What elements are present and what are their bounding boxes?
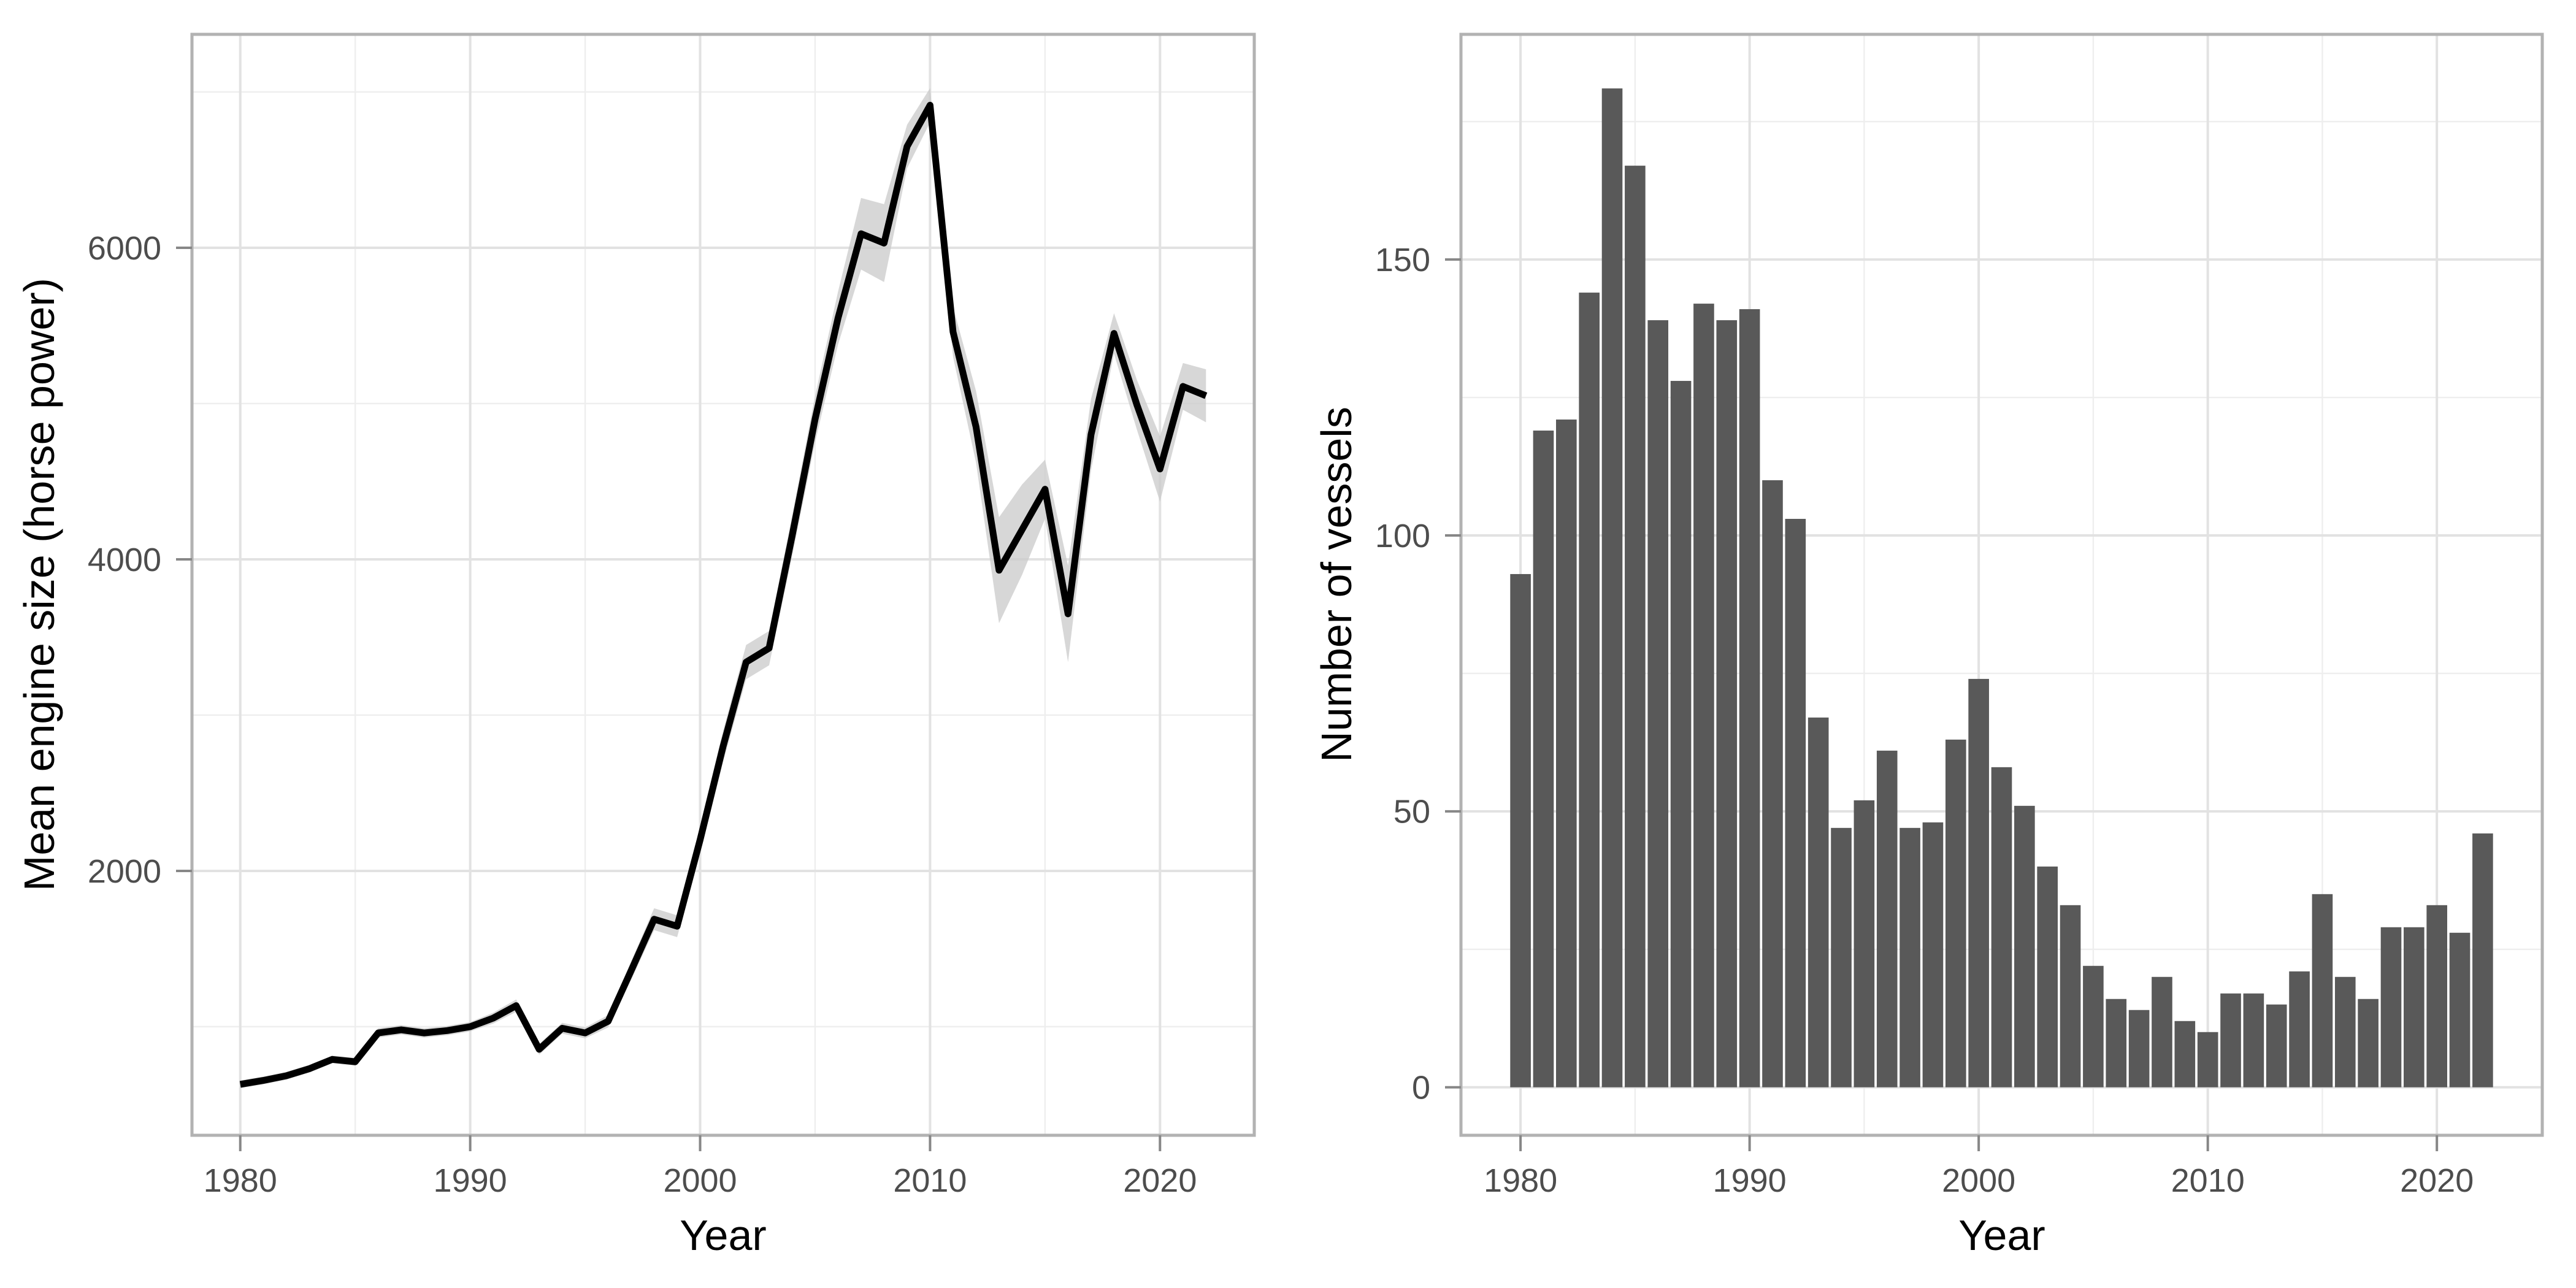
y-axis-title-engine: Mean engine size (horse power): [15, 278, 63, 891]
vessel-count-bar: [1991, 767, 2012, 1087]
vessel-count-bar: [1807, 717, 1829, 1087]
y-tick-label: 2000: [88, 853, 161, 890]
vessel-count-bar: [2197, 1032, 2218, 1087]
vessel-count-bar: [2152, 976, 2172, 1087]
vessel-count-bar: [1556, 420, 1577, 1087]
vessel-count-bar: [2014, 805, 2035, 1087]
vessel-count-bar: [1831, 827, 1852, 1087]
y-tick-label: 4000: [88, 542, 161, 578]
x-tick-label: 2010: [2171, 1162, 2245, 1199]
vessel-count-bar: [1739, 309, 1760, 1087]
vessel-count-bar: [2334, 976, 2356, 1087]
x-tick-label: 1980: [1484, 1162, 1557, 1199]
x-tick-label: 1980: [204, 1162, 277, 1199]
x-tick-label: 2020: [1123, 1162, 1197, 1199]
vessel-count-bar: [2380, 927, 2402, 1087]
engine-size-line-chart: 2000 4000 6000 1980 1990 2000 2010 2020 Year Me…: [15, 33, 1256, 1259]
vessel-count-bar: [1762, 480, 1783, 1087]
x-axis-title-engine: Year: [680, 1211, 766, 1259]
y-tick-label: 50: [1393, 794, 1430, 830]
panel-border: [1459, 33, 2544, 1137]
vessel-count-bar: [2220, 993, 2241, 1087]
vessel-count-bar: [2083, 965, 2104, 1087]
vessel-count-bar: [2266, 1004, 2287, 1087]
vessel-count-bar: [1922, 822, 1944, 1087]
vessel-count-bar: [1693, 304, 1714, 1087]
vessel-count-bar: [2174, 1021, 2196, 1087]
x-tick-label: 1990: [434, 1162, 507, 1199]
vessel-count-bar-chart: 0 50 100 150 1980 1990 2000 2010 2020 Year Numbe…: [1313, 33, 2544, 1259]
y-tick-label: 150: [1375, 242, 1430, 278]
x-tick-label: 2000: [663, 1162, 737, 1199]
confidence-ribbon: [240, 88, 1206, 1089]
x-tick-label: 2020: [2400, 1162, 2474, 1199]
vessel-count-bar: [1968, 678, 1989, 1087]
x-tick-label: 1990: [1713, 1162, 1787, 1199]
vessel-count-bar: [2312, 894, 2333, 1087]
vessel-count-bar: [2243, 993, 2264, 1087]
vessel-count-bar: [1533, 431, 1554, 1087]
vessel-count-bar: [1716, 320, 1738, 1087]
vessel-count-bar: [1601, 88, 1623, 1087]
y-tick-label: 100: [1375, 518, 1430, 554]
vessel-count-bar: [2037, 866, 2058, 1087]
vessel-count-bar: [1510, 573, 1531, 1087]
vessel-count-bar: [1945, 739, 1966, 1087]
vessel-count-bar: [1785, 518, 1806, 1087]
vessel-count-bar: [2106, 999, 2127, 1087]
vessel-count-bar: [1899, 827, 1920, 1087]
y-tick-label: 6000: [88, 230, 161, 267]
vessel-count-bar: [1853, 800, 1875, 1087]
y-axis-title-vessels: Number of vessels: [1313, 407, 1360, 762]
mean-engine-size-line: [239, 102, 1208, 1088]
x-axis-title-vessels: Year: [1958, 1211, 2045, 1259]
vessel-count-bar: [2128, 1010, 2150, 1087]
vessel-count-bar: [1579, 293, 1600, 1087]
vessel-count-bar: [1625, 166, 1646, 1087]
vessel-count-bar: [2404, 927, 2425, 1087]
x-tick-label: 2010: [893, 1162, 967, 1199]
vessel-count-bar: [2358, 999, 2379, 1087]
vessel-count-bar: [2060, 905, 2081, 1087]
vessel-count-bar: [2289, 971, 2310, 1087]
panel-border: [190, 33, 1256, 1137]
vessel-count-bar: [1647, 320, 1669, 1087]
vessel-count-bar: [1876, 750, 1898, 1087]
panel-background: [192, 34, 1254, 1135]
vessel-count-bar: [2472, 833, 2493, 1087]
y-tick-label: 0: [1412, 1070, 1430, 1106]
vessel-count-bar: [1670, 381, 1692, 1087]
vessel-count-bar: [2449, 932, 2471, 1087]
x-tick-label: 2000: [1942, 1162, 2015, 1199]
vessel-count-bar: [2426, 905, 2447, 1087]
